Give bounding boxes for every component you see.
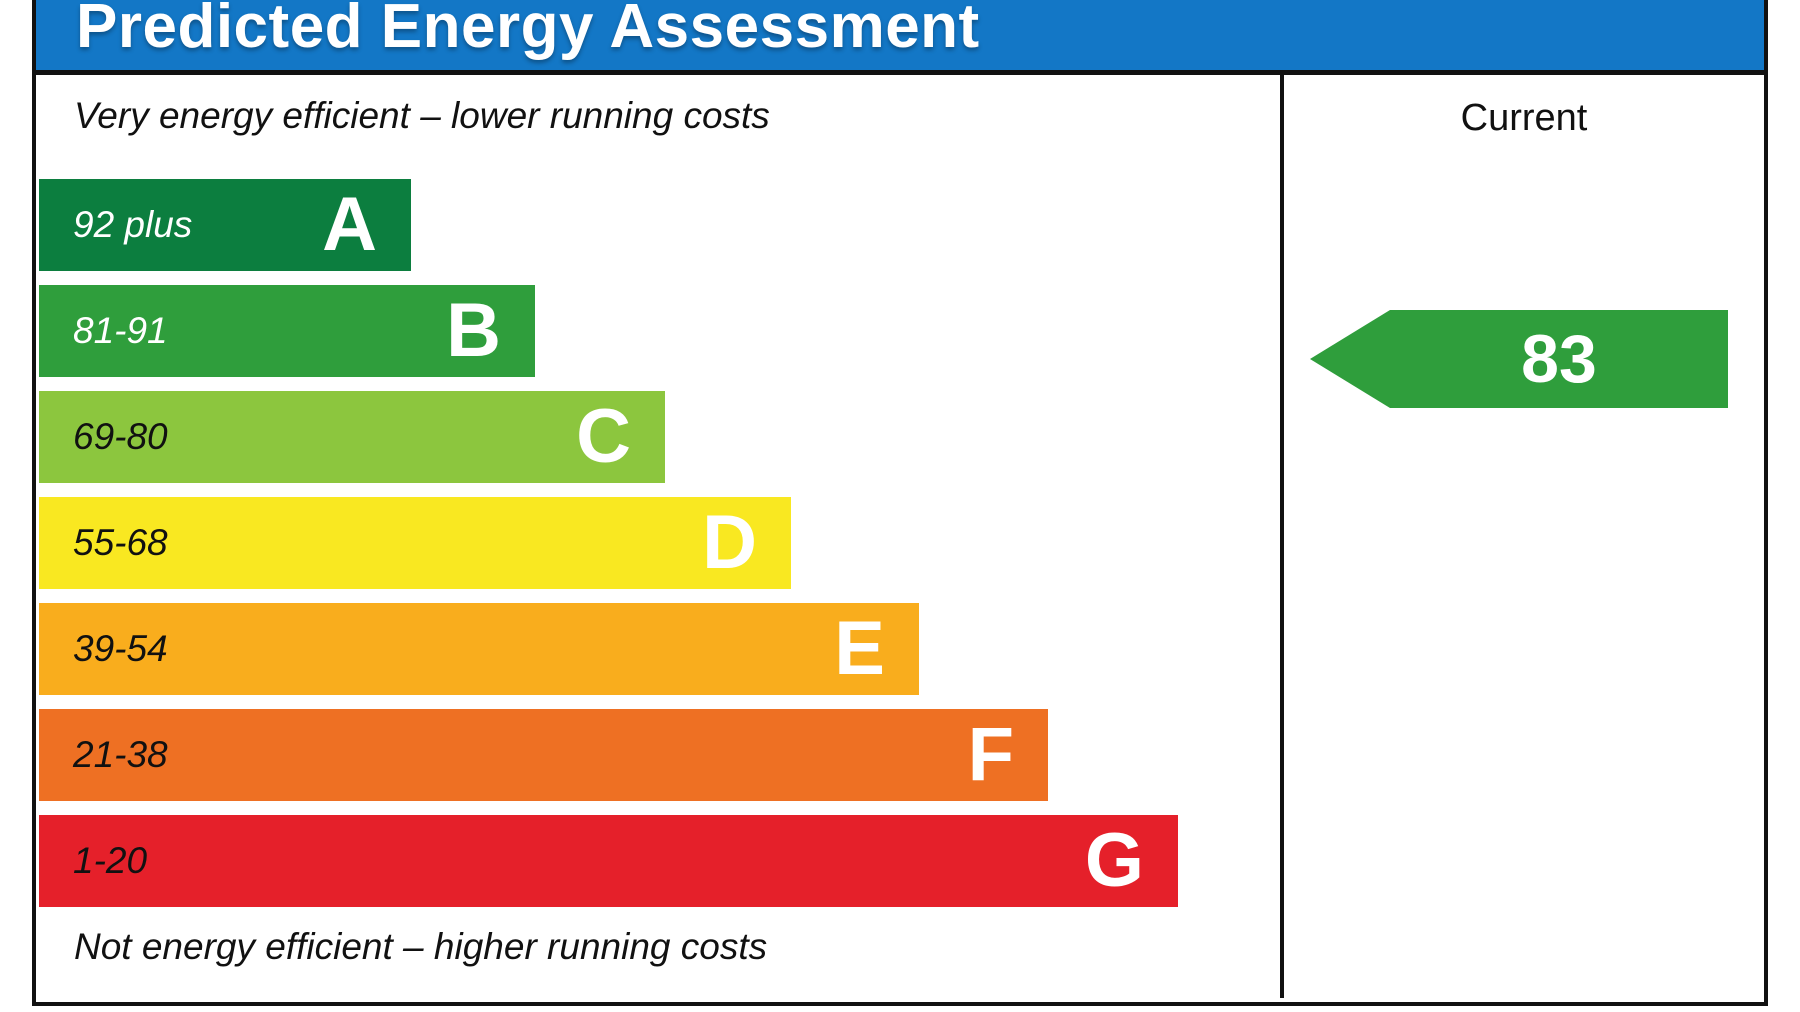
arrow-left-tip-icon bbox=[1310, 310, 1390, 408]
chart-body: Very energy efficient – lower running co… bbox=[36, 75, 1764, 998]
current-column-header: Current bbox=[1460, 97, 1588, 139]
bottom-note: Not energy efficient – higher running co… bbox=[74, 926, 768, 967]
band-letter: F bbox=[967, 712, 1014, 797]
band-range-label: 55-68 bbox=[73, 522, 168, 563]
top-note: Very energy efficient – lower running co… bbox=[74, 95, 770, 136]
band-letter: C bbox=[576, 394, 631, 479]
band-letter: A bbox=[322, 182, 377, 267]
band-range-label: 69-80 bbox=[73, 416, 168, 457]
band-row-b: 81-91 B bbox=[39, 285, 535, 377]
band-row-d: 55-68 D bbox=[39, 497, 791, 589]
current-rating-arrow: 83 bbox=[1310, 310, 1728, 408]
band-range-label: 92 plus bbox=[73, 204, 193, 245]
band-row-g: 1-20 G bbox=[39, 815, 1178, 907]
band-range-label: 39-54 bbox=[73, 628, 168, 669]
band-row-f: 21-38 F bbox=[39, 709, 1048, 801]
band-letter: E bbox=[834, 606, 885, 691]
chart-title: Predicted Energy Assessment bbox=[76, 0, 980, 61]
chart-header: Predicted Energy Assessment bbox=[36, 0, 1764, 75]
band-row-e: 39-54 E bbox=[39, 603, 919, 695]
band-range-label: 21-38 bbox=[73, 734, 168, 775]
band-letter: D bbox=[702, 500, 757, 585]
band-range-label: 81-91 bbox=[73, 310, 168, 351]
epc-chart-box: Predicted Energy Assessment Very energy … bbox=[32, 0, 1768, 1006]
band-range-label: 1-20 bbox=[73, 840, 148, 881]
band-letter: B bbox=[446, 288, 501, 373]
column-divider bbox=[1280, 75, 1284, 998]
band-letter: G bbox=[1084, 818, 1144, 903]
band-row-c: 69-80 C bbox=[39, 391, 665, 483]
current-rating-value: 83 bbox=[1521, 321, 1597, 397]
arrow-body: 83 bbox=[1390, 310, 1728, 408]
band-row-a: 92 plus A bbox=[39, 179, 411, 271]
